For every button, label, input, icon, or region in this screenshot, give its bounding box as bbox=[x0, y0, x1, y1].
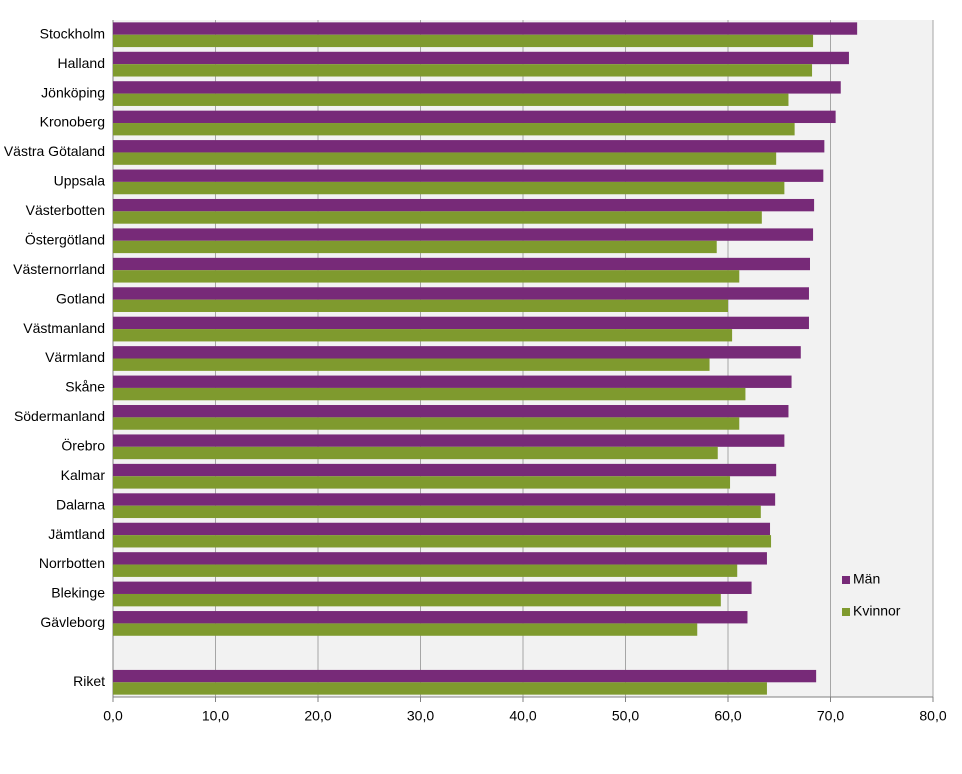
bar bbox=[113, 240, 717, 254]
y-tick-label: Riket bbox=[73, 673, 105, 689]
bar bbox=[113, 417, 740, 430]
bar bbox=[113, 51, 849, 65]
y-tick-label: Västerbotten bbox=[26, 202, 105, 218]
bar bbox=[113, 493, 776, 506]
bar bbox=[113, 682, 767, 695]
y-tick-label: Stockholm bbox=[40, 25, 105, 41]
bar bbox=[113, 623, 698, 636]
y-tick-label: Västmanland bbox=[23, 320, 105, 336]
x-tick-label: 20,0 bbox=[304, 708, 331, 724]
y-tick-label: Värmland bbox=[45, 349, 105, 365]
x-tick-label: 30,0 bbox=[407, 708, 434, 724]
bar bbox=[113, 581, 752, 594]
bar bbox=[113, 611, 748, 624]
x-tick-label: 0,0 bbox=[103, 708, 123, 724]
bar bbox=[113, 64, 813, 77]
bar bbox=[113, 169, 824, 182]
y-tick-label: Gävleborg bbox=[40, 614, 105, 630]
bar bbox=[113, 93, 789, 106]
bar bbox=[113, 81, 841, 94]
y-tick-label: Norrbotten bbox=[39, 555, 105, 571]
y-tick-label: Gotland bbox=[56, 290, 105, 306]
bar bbox=[113, 316, 809, 330]
x-tick-label: 70,0 bbox=[817, 708, 844, 724]
bar bbox=[113, 140, 825, 153]
bar bbox=[113, 299, 728, 312]
x-tick-label: 10,0 bbox=[202, 708, 229, 724]
bar bbox=[113, 434, 785, 447]
bar bbox=[113, 22, 858, 35]
y-tick-label: Kalmar bbox=[61, 467, 106, 483]
x-tick-label: 60,0 bbox=[714, 708, 741, 724]
y-tick-label: Västra Götaland bbox=[4, 143, 105, 159]
legend-label: Män bbox=[853, 571, 880, 587]
bar bbox=[113, 110, 836, 124]
y-tick-label: Blekinge bbox=[51, 585, 105, 601]
bar bbox=[113, 257, 810, 271]
y-tick-label: Skåne bbox=[65, 379, 105, 395]
bar bbox=[113, 123, 795, 136]
bar bbox=[113, 552, 767, 565]
bar bbox=[113, 152, 777, 165]
bar bbox=[113, 505, 761, 519]
y-tick-label: Halland bbox=[58, 55, 105, 71]
legend-swatch bbox=[842, 608, 850, 616]
bar bbox=[113, 564, 738, 577]
bar bbox=[113, 593, 721, 607]
bar bbox=[113, 375, 792, 388]
x-tick-label: 40,0 bbox=[509, 708, 536, 724]
y-tick-label: Uppsala bbox=[54, 173, 106, 189]
x-tick-label: 80,0 bbox=[919, 708, 946, 724]
bar bbox=[113, 669, 817, 683]
bar bbox=[113, 270, 740, 283]
bar bbox=[113, 463, 777, 477]
bar bbox=[113, 287, 809, 300]
bar bbox=[113, 405, 789, 418]
legend-label: Kvinnor bbox=[853, 603, 901, 619]
bar bbox=[113, 34, 814, 48]
y-tick-label: Södermanland bbox=[14, 408, 105, 424]
bar bbox=[113, 522, 771, 536]
bar bbox=[113, 346, 801, 359]
y-tick-label: Jönköping bbox=[41, 84, 105, 100]
bar bbox=[113, 535, 772, 548]
x-tick-label: 50,0 bbox=[612, 708, 639, 724]
legend-swatch bbox=[842, 576, 850, 584]
bar bbox=[113, 446, 718, 460]
y-tick-label: Jämtland bbox=[48, 526, 105, 542]
bar bbox=[113, 181, 785, 195]
bar bbox=[113, 198, 815, 212]
y-tick-label: Östergötland bbox=[25, 230, 105, 247]
bar bbox=[113, 476, 731, 489]
y-tick-label: Västernorrland bbox=[13, 261, 105, 277]
y-tick-label: Kronoberg bbox=[40, 114, 105, 130]
y-tick-label: Örebro bbox=[61, 437, 105, 454]
y-tick-label: Dalarna bbox=[56, 496, 105, 512]
bar bbox=[113, 211, 762, 224]
bar bbox=[113, 358, 710, 371]
bar bbox=[113, 387, 746, 401]
bar bbox=[113, 228, 814, 241]
bar bbox=[113, 329, 733, 342]
